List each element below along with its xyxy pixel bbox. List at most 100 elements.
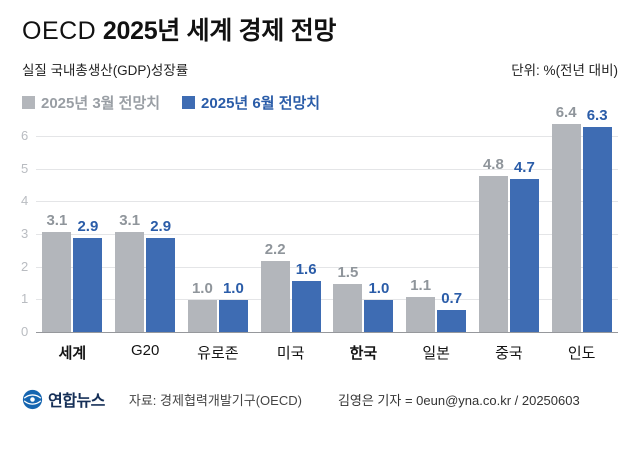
bar-value-label: 6.4 xyxy=(555,103,577,121)
x-axis: 세계 G20 유로존 미국 한국 일본 중국 인도 xyxy=(36,342,618,363)
bar-group: 4.8 4.7 xyxy=(473,137,546,333)
bar-march-forecast xyxy=(187,300,217,333)
bar-group: 1.5 1.0 xyxy=(327,137,400,333)
source-credit: 자료: 경제협력개발기구(OECD) xyxy=(128,392,302,408)
bar-column: 2.2 xyxy=(260,241,290,333)
bar-column: 1.1 xyxy=(406,277,436,333)
bar-value-label: 2.9 xyxy=(150,218,172,236)
bar-june-forecast xyxy=(364,300,394,333)
bar-value-label: 1.6 xyxy=(295,260,317,278)
gridline xyxy=(36,168,618,170)
bar-value-label: 1.0 xyxy=(191,280,213,298)
x-axis-label: 미국 xyxy=(276,345,305,362)
bar-march-forecast xyxy=(115,231,145,333)
bar-group: 2.2 1.6 xyxy=(254,137,327,333)
gridline xyxy=(36,136,618,137)
bar-group: 1.0 1.0 xyxy=(182,137,255,333)
bar-column: 6.3 xyxy=(582,107,612,333)
bar-june-forecast xyxy=(582,127,612,333)
gridline xyxy=(36,234,618,235)
title-prefix: OECD xyxy=(22,17,97,45)
bar-column: 4.8 xyxy=(478,156,508,333)
legend-item-june: 2025년 6월 전망치 xyxy=(182,92,320,113)
bar-value-label: 2.2 xyxy=(264,241,286,259)
unit-note: 단위: %(전년 대비) xyxy=(511,63,618,78)
bar-june-forecast xyxy=(218,300,248,333)
y-tick-label: 2 xyxy=(21,258,29,274)
bar-june-forecast xyxy=(437,310,467,333)
bar-column: 3.1 xyxy=(115,211,145,333)
bar-march-forecast xyxy=(551,123,581,333)
bar-june-forecast xyxy=(509,179,539,333)
footer: 연합뉴스 자료: 경제협력개발기구(OECD) 김영은 기자 = 0eun@yn… xyxy=(22,387,618,411)
legend-label: 2025년 3월 전망치 xyxy=(41,95,161,112)
bar-value-label: 6.3 xyxy=(586,107,608,125)
bar-march-forecast xyxy=(333,284,363,333)
chart-legend: 2025년 3월 전망치 2025년 6월 전망치 xyxy=(22,92,618,113)
bar-march-forecast xyxy=(478,176,508,333)
x-axis-label: 세계 xyxy=(58,345,87,362)
bar-group: 6.4 6.3 xyxy=(545,105,618,333)
chart-subtitle: 실질 국내총생산(GDP)성장률 xyxy=(22,63,189,78)
bar-value-label: 1.0 xyxy=(368,280,390,298)
bar-column: 4.7 xyxy=(509,159,539,333)
bar-value-label: 1.0 xyxy=(222,280,244,298)
y-tick-label: 6 xyxy=(21,128,29,143)
bar-column: 3.1 xyxy=(42,211,72,333)
plot-area: 3.1 2.9 3.1 2.9 1.0 1.0 2.2 1.6 1.5 1.0 1.1 0.7 4.8 4… xyxy=(21,105,618,338)
bar-column: 1.6 xyxy=(291,260,321,333)
y-tick-label: 1 xyxy=(21,291,29,307)
legend-swatch xyxy=(22,96,35,109)
x-axis-label: 유로존 xyxy=(197,345,239,362)
bar-column: 2.9 xyxy=(73,218,103,333)
bar-column: 2.9 xyxy=(146,218,176,333)
bar-column: 6.4 xyxy=(551,103,581,333)
gridline xyxy=(36,299,618,301)
bar-column: 0.7 xyxy=(437,290,467,333)
x-axis-label: 인도 xyxy=(567,345,596,362)
page-title: OECD 2025년 세계 경제 전망 xyxy=(22,16,618,46)
bar-value-label: 2.9 xyxy=(77,218,99,236)
bar-group: 3.1 2.9 xyxy=(109,137,182,333)
gridline xyxy=(36,201,618,203)
y-tick-label: 5 xyxy=(21,160,29,176)
gridline xyxy=(36,266,618,268)
y-tick-label: 4 xyxy=(21,193,29,209)
y-tick-label: 0 xyxy=(21,324,29,339)
bar-june-forecast xyxy=(291,280,321,333)
bar-groups: 3.1 2.9 3.1 2.9 1.0 1.0 2.2 1.6 1.5 1.0 1.1 0.7 4.8 4… xyxy=(36,105,618,333)
x-axis-label: 일본 xyxy=(422,345,450,362)
bar-column: 1.0 xyxy=(187,280,217,333)
x-axis-label: G20 xyxy=(130,342,160,359)
bar-group: 3.1 2.9 xyxy=(36,137,109,333)
bar-value-label: 4.7 xyxy=(513,159,535,177)
bar-value-label: 3.1 xyxy=(119,211,141,229)
bar-group: 1.1 0.7 xyxy=(400,137,473,333)
bar-june-forecast xyxy=(146,238,176,333)
bar-march-forecast xyxy=(406,297,436,333)
bar-column: 1.0 xyxy=(364,280,394,333)
title-main: 2025년 세계 경제 전망 xyxy=(96,17,337,45)
bar-column: 1.5 xyxy=(333,264,363,333)
x-axis-label: 중국 xyxy=(495,345,523,362)
bar-value-label: 1.1 xyxy=(410,277,432,295)
legend-item-march: 2025년 3월 전망치 xyxy=(22,92,160,113)
reporter-credit: 김영은 기자 = 0eun@yna.co.kr / 20250603 xyxy=(337,392,580,408)
yonhap-logo: 연합뉴스 xyxy=(22,387,105,411)
bar-value-label: 4.8 xyxy=(482,156,504,174)
bar-march-forecast xyxy=(42,231,72,333)
y-tick-label: 3 xyxy=(21,226,29,241)
legend-swatch xyxy=(182,96,196,109)
x-axis-baseline xyxy=(36,332,618,333)
bar-march-forecast xyxy=(260,261,290,333)
bar-value-label: 3.1 xyxy=(46,211,68,229)
subtitle-row: 실질 국내총생산(GDP)성장률 단위: %(전년 대비) xyxy=(22,59,618,79)
bar-value-label: 0.7 xyxy=(441,290,463,308)
bar-column: 1.0 xyxy=(218,280,248,333)
x-axis-label: 한국 xyxy=(349,345,378,362)
bar-june-forecast xyxy=(73,238,103,333)
legend-label: 2025년 6월 전망치 xyxy=(201,95,321,112)
bar-value-label: 1.5 xyxy=(337,264,359,281)
logo-text: 연합뉴스 xyxy=(48,393,105,410)
